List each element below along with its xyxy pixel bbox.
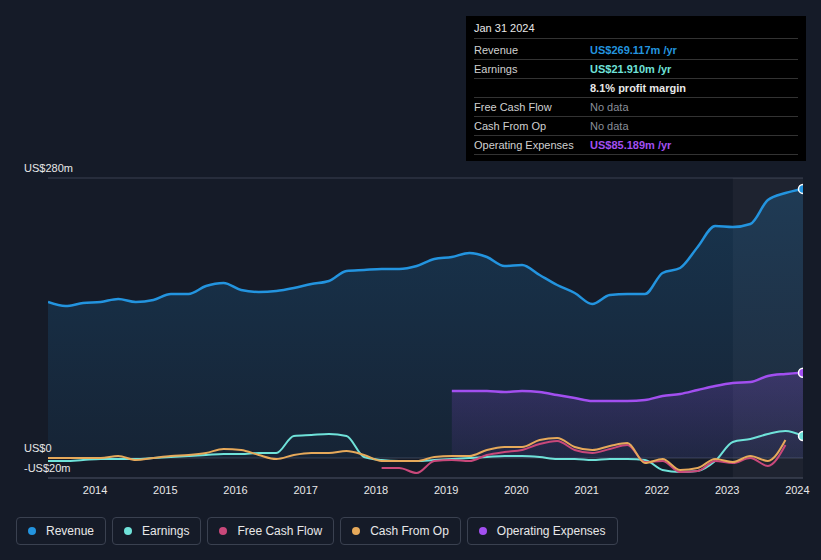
svg-text:US$0: US$0 <box>24 442 52 454</box>
svg-text:2015: 2015 <box>153 484 177 496</box>
html-text:No data: No data <box>590 120 629 132</box>
html-text:No data: No data <box>590 101 629 113</box>
svg-text:2018: 2018 <box>364 484 388 496</box>
svg-text:2023: 2023 <box>715 484 739 496</box>
svg-text:2024: 2024 <box>785 484 809 496</box>
html-text:US$21.910m /yr: US$21.910m /yr <box>590 63 672 75</box>
html-text:US$85.189m /yr: US$85.189m /yr <box>590 139 672 151</box>
svg-text:US$280m: US$280m <box>24 162 73 174</box>
html-text:Jan 31 2024: Jan 31 2024 <box>474 22 535 34</box>
html-text:Free Cash Flow: Free Cash Flow <box>237 524 323 538</box>
svg-text:2022: 2022 <box>645 484 669 496</box>
svg-text:2020: 2020 <box>504 484 528 496</box>
svg-text:2017: 2017 <box>294 484 318 496</box>
html-text:Free Cash Flow: Free Cash Flow <box>474 101 552 113</box>
html-text:Revenue: Revenue <box>474 44 518 56</box>
html-text:Cash From Op: Cash From Op <box>370 524 449 538</box>
svg-text:2021: 2021 <box>574 484 598 496</box>
svg-text:2016: 2016 <box>223 484 247 496</box>
html-text:8.1% profit margin: 8.1% profit margin <box>590 82 686 94</box>
html-text:Earnings: Earnings <box>474 63 518 75</box>
html-text:Operating Expenses: Operating Expenses <box>496 524 606 538</box>
svg-text:2014: 2014 <box>83 484 107 496</box>
svg-text:2019: 2019 <box>434 484 458 496</box>
svg-text:-US$20m: -US$20m <box>24 462 70 474</box>
html-text:Cash From Op: Cash From Op <box>474 120 547 132</box>
html-text:US$269.117m /yr: US$269.117m /yr <box>590 44 677 56</box>
html-text:Earnings: Earnings <box>142 524 190 538</box>
html-text:Operating Expenses: Operating Expenses <box>474 139 574 151</box>
html-text:Revenue: Revenue <box>46 524 94 538</box>
